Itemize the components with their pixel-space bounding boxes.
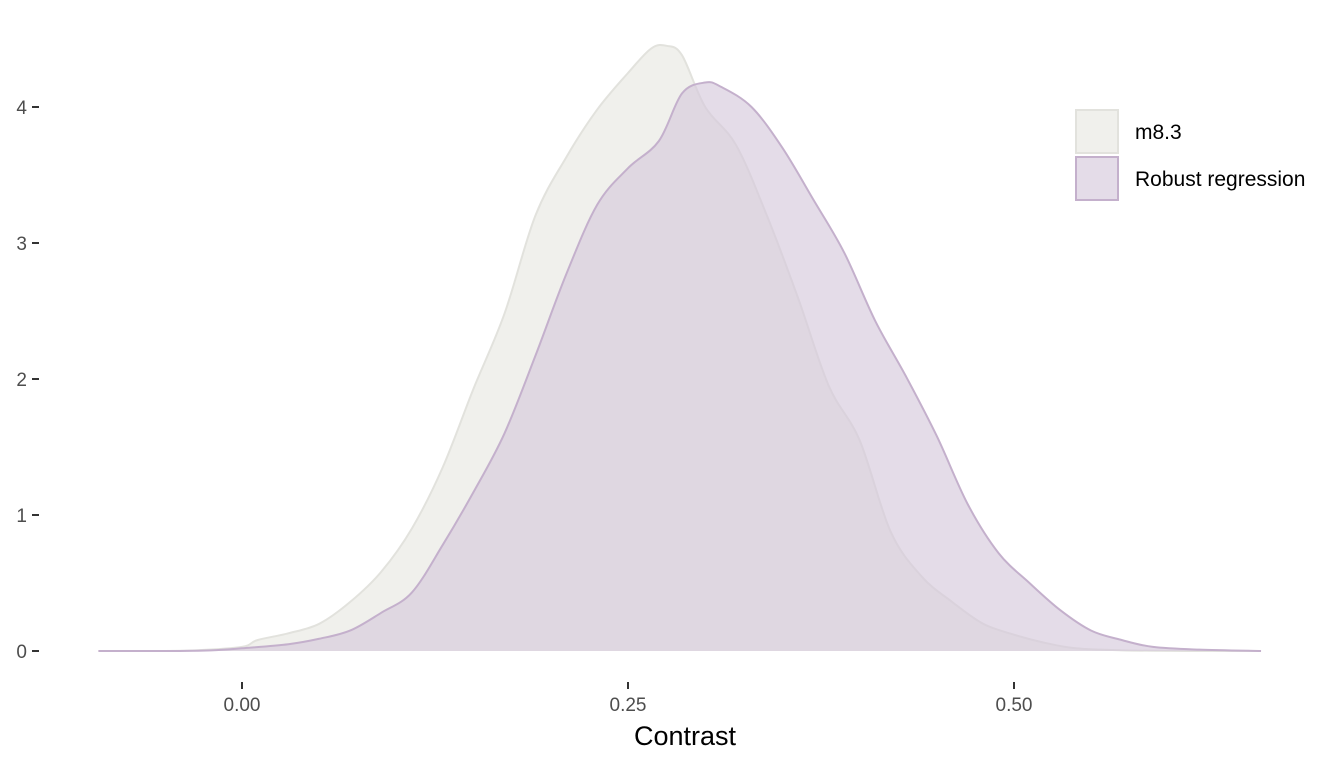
y-tick-label: 2 [16, 370, 27, 391]
y-tick-label: 0 [16, 642, 27, 663]
x-axis: 0.00 0.25 0.50 [224, 682, 1033, 716]
density-area-2 [98, 82, 1262, 652]
x-axis-title: Contrast [634, 721, 737, 751]
legend-label-1: m8.3 [1135, 121, 1182, 144]
x-tick-label: 0.50 [996, 695, 1033, 716]
x-tick-label: 0.25 [610, 695, 647, 716]
density-areas [98, 43, 1262, 653]
x-tick-label: 0.00 [224, 695, 261, 716]
legend: m8.3 Robust regression [1075, 109, 1305, 201]
legend-label-2: Robust regression [1135, 168, 1305, 191]
legend-key-2 [1075, 156, 1119, 201]
density-outline-2 [98, 81, 1262, 653]
y-tick-label: 4 [16, 98, 27, 119]
y-tick-label: 1 [16, 506, 27, 527]
legend-key-1 [1075, 109, 1119, 154]
y-axis: 0 1 2 3 4 [16, 98, 39, 663]
y-tick-label: 3 [16, 234, 27, 255]
